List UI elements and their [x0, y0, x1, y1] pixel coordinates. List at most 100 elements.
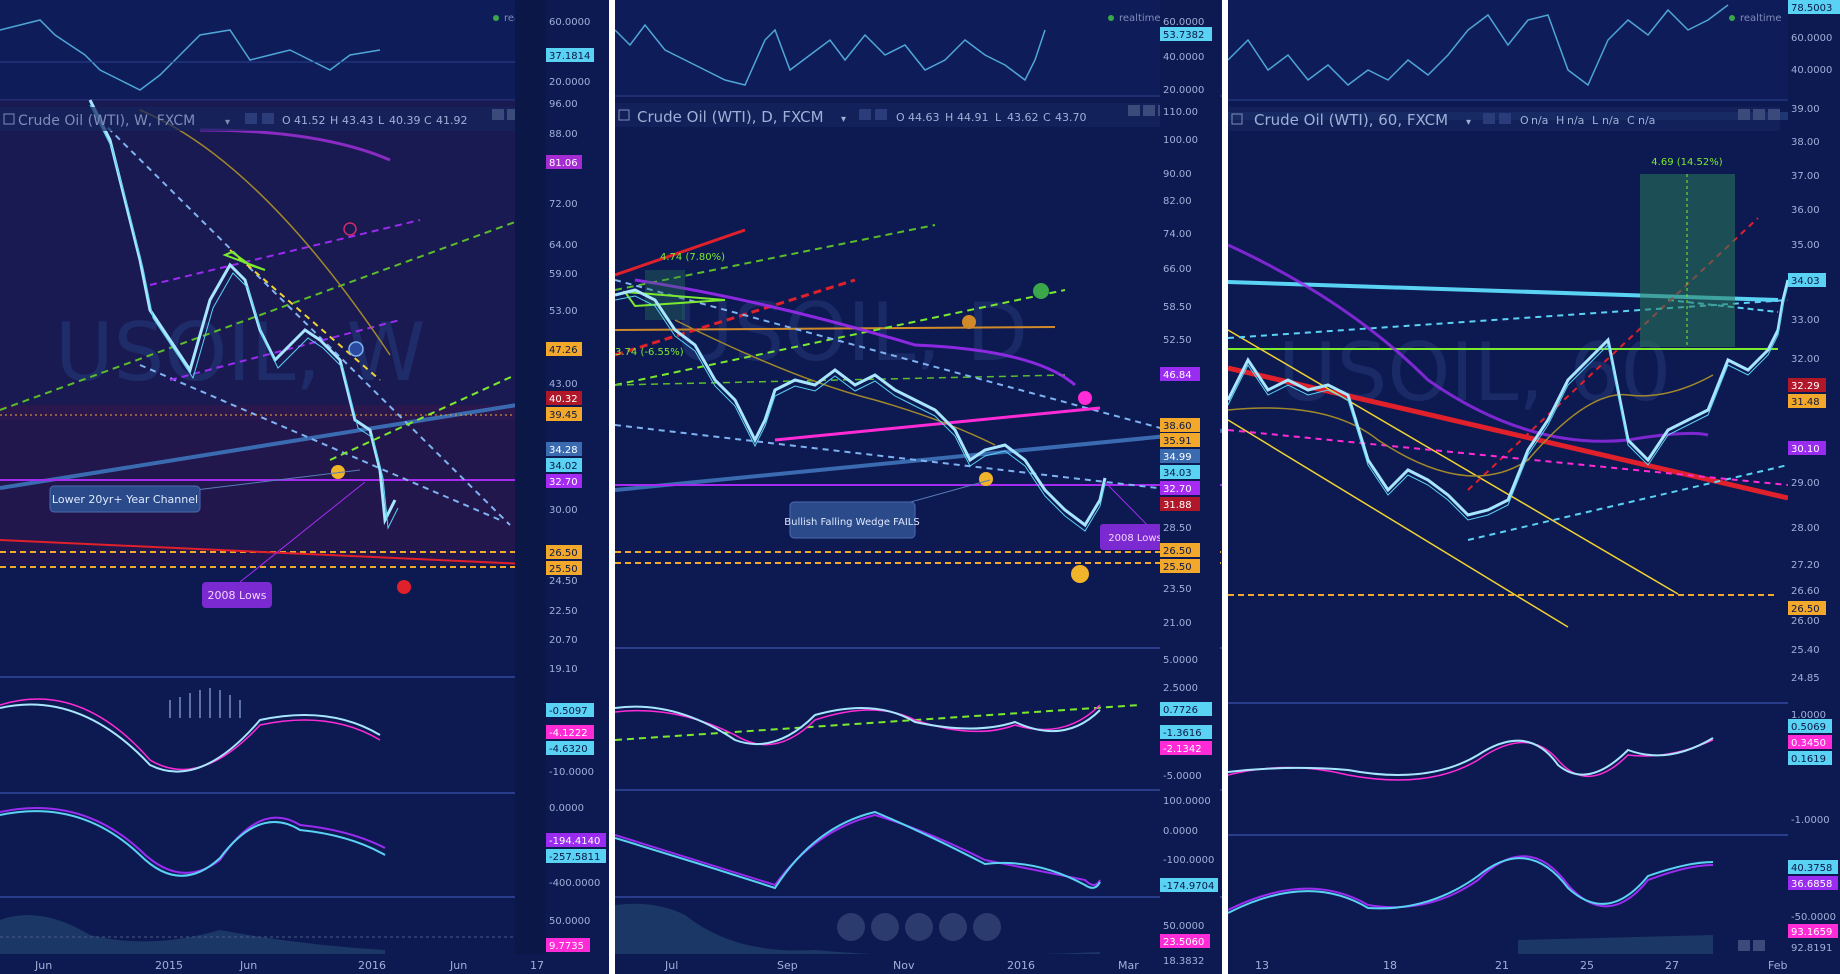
h-main-2: 37.00 — [1791, 171, 1820, 182]
dropdown-icon[interactable]: ▾ — [841, 114, 846, 125]
w-main-19: 20.70 — [549, 635, 578, 646]
w-main-15: 26.50 — [549, 548, 578, 559]
d-osc2-1: 0.0000 — [1163, 826, 1198, 837]
w-osc1-3: -10.0000 — [549, 767, 594, 778]
ohlc-h-value: 43.43 — [342, 114, 374, 127]
ohlc-o-value: n/a — [1531, 114, 1548, 127]
lows-callout-text: 2008 Lows — [1108, 533, 1162, 544]
w-main-20: 19.10 — [549, 664, 578, 675]
h-osc2-0: 40.3758 — [1791, 863, 1832, 874]
d-main-12: 34.03 — [1163, 468, 1192, 479]
up-arrow-red-marker-icon[interactable] — [397, 580, 411, 594]
ohlc-l-value: 43.62 — [1007, 111, 1039, 124]
visibility-icon[interactable] — [875, 109, 887, 120]
dropdown-icon[interactable]: ▾ — [1466, 117, 1471, 128]
h-osc2-1: 36.6858 — [1791, 879, 1832, 890]
pane-controls[interactable] — [492, 109, 515, 120]
channel-callout[interactable] — [49, 485, 201, 513]
w-main-3: 72.00 — [549, 199, 578, 210]
w-main-4: 64.00 — [549, 240, 578, 251]
down-arrow-magenta-marker-icon[interactable] — [1078, 391, 1092, 405]
symbol-title[interactable]: Crude Oil (WTI), 60, FXCM — [1254, 111, 1448, 129]
ohlc-c-label: C — [1627, 114, 1635, 127]
w-main-7: 47.26 — [549, 345, 578, 356]
ohlc-h-label: H — [1556, 114, 1564, 127]
w-main-9: 40.32 — [549, 394, 578, 405]
d-main-3: 82.00 — [1163, 196, 1192, 207]
chart-panel-weekly[interactable]: realtime USOIL, W Lower 20yr+ Year Chann… — [0, 0, 515, 974]
ohlc-l-label: L — [1592, 114, 1599, 127]
w-time-4: Jun — [449, 959, 467, 972]
d-main-6: 58.50 — [1163, 302, 1192, 313]
w-osc2-1: -194.4140 — [549, 836, 600, 847]
watermark: USOIL, W — [55, 306, 425, 399]
collapse-icon[interactable] — [3, 113, 15, 125]
settings-icon[interactable] — [859, 109, 871, 120]
down-arrow-marker-icon[interactable] — [348, 341, 364, 357]
pane-controls-lower[interactable] — [1738, 940, 1765, 951]
w-top-2: 20.0000 — [549, 77, 590, 88]
d-main-15: 28.50 — [1163, 523, 1192, 534]
w-main-6: 53.00 — [549, 306, 578, 317]
visibility-icon[interactable] — [1499, 113, 1511, 124]
chart-panel-hourly[interactable]: realtime USOIL, 60 4.69 (14.52%) Crude O… — [1228, 0, 1840, 974]
h-main-10: 30.10 — [1791, 444, 1820, 455]
collapse-icon[interactable] — [1231, 113, 1243, 125]
dropdown-icon[interactable]: ▾ — [225, 117, 230, 128]
ohlc-o-label: O — [896, 111, 905, 124]
visibility-icon[interactable] — [262, 113, 274, 124]
d-osc2-2: -100.0000 — [1163, 855, 1214, 866]
scroll-left-icon[interactable] — [837, 913, 865, 941]
settings-icon[interactable] — [1483, 113, 1495, 124]
d-time-3: 2016 — [1007, 959, 1035, 972]
d-main-10: 35.91 — [1163, 436, 1192, 447]
scroll-right-icon[interactable] — [973, 913, 1001, 941]
d-time-1: Sep — [777, 959, 798, 972]
chart-navigation[interactable] — [837, 913, 1001, 941]
w-main-13: 32.70 — [549, 477, 578, 488]
d-osc1-5: -5.0000 — [1163, 771, 1202, 782]
up-arrow-marker-icon[interactable] — [979, 472, 993, 486]
d-top-1: 53.7382 — [1163, 30, 1204, 41]
measure-up-label: 4.74 (7.80%) — [660, 252, 725, 263]
h-time-3: 25 — [1580, 959, 1594, 972]
h-top-1: 60.0000 — [1791, 33, 1832, 44]
h-main-13: 27.20 — [1791, 560, 1820, 571]
wedge-callout[interactable] — [789, 501, 916, 539]
settings-icon[interactable] — [245, 113, 257, 124]
down-arrow-green-marker-icon[interactable] — [1033, 283, 1049, 299]
panel-divider-1[interactable] — [609, 0, 615, 974]
h-main-4: 35.00 — [1791, 240, 1820, 251]
alert-marker-icon[interactable] — [343, 222, 357, 236]
up-arrow-marker-icon[interactable] — [331, 465, 345, 479]
chart-panel-daily[interactable]: realtime USOIL, D 4.74 (7.80%) 3.74 (-6.… — [615, 0, 1229, 974]
ohlc-o-value: 41.52 — [294, 114, 326, 127]
pane-controls[interactable] — [1738, 109, 1780, 120]
d-main-0: 110.00 — [1163, 107, 1198, 118]
d-osc1-3: -1.3616 — [1163, 728, 1202, 739]
w-main-8: 43.00 — [549, 379, 578, 390]
w-time-2: Jun — [239, 959, 257, 972]
d-main-19: 21.00 — [1163, 618, 1192, 629]
d-main-8: 46.84 — [1163, 370, 1192, 381]
panel-divider-2[interactable] — [1222, 0, 1228, 974]
lows-callout[interactable] — [1100, 524, 1170, 550]
up-arrow-large-marker-icon[interactable] — [1071, 565, 1089, 583]
h-osc2-4: 92.8191 — [1791, 943, 1832, 954]
ohlc-c-value: 43.70 — [1055, 111, 1087, 124]
zoom-in-icon[interactable] — [939, 913, 967, 941]
ohlc-c-value: n/a — [1638, 114, 1655, 127]
down-arrow-marker-icon[interactable] — [962, 315, 976, 329]
lows-callout[interactable] — [202, 582, 272, 608]
h-main-11: 29.00 — [1791, 478, 1820, 489]
reset-icon[interactable] — [905, 913, 933, 941]
zoom-out-icon[interactable] — [871, 913, 899, 941]
symbol-title[interactable]: Crude Oil (WTI), W, FXCM — [18, 113, 195, 129]
realtime-dot-icon — [1729, 15, 1735, 21]
h-osc1-1: 0.5069 — [1791, 722, 1826, 733]
h-main-17: 25.40 — [1791, 645, 1820, 656]
h-osc1-0: 1.0000 — [1791, 710, 1826, 721]
collapse-icon[interactable] — [618, 109, 630, 121]
symbol-title[interactable]: Crude Oil (WTI), D, FXCM — [637, 108, 824, 126]
realtime-label: realtime — [1119, 13, 1161, 24]
